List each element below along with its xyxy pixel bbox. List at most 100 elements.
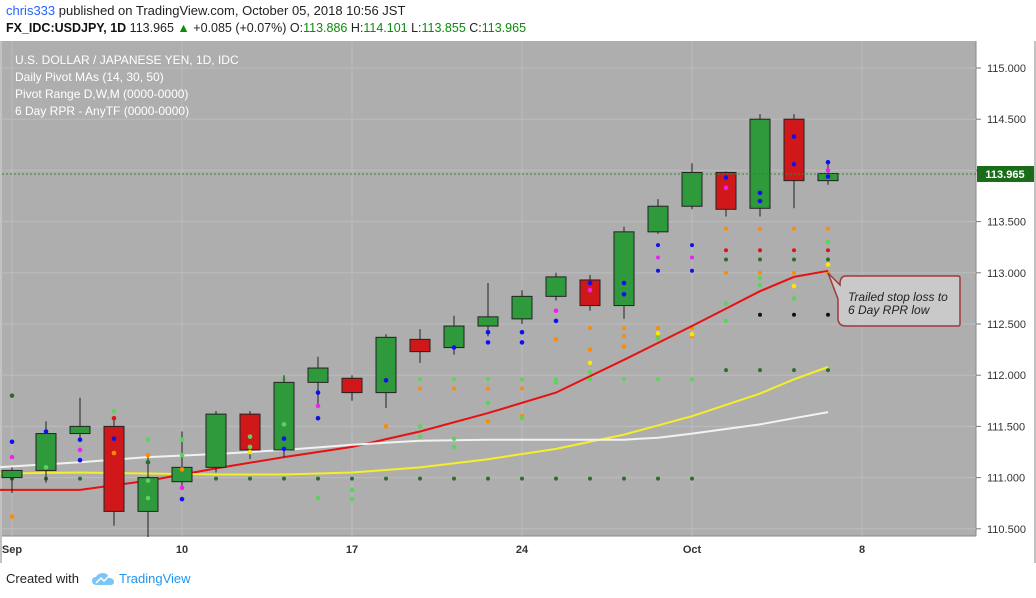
author-link[interactable]: chris333 [6,3,56,18]
indicator-dot [587,347,593,352]
up-candle [375,334,397,408]
indicator-dot [111,436,117,441]
indicator-dot [587,287,593,293]
indicator-dot [417,434,423,439]
pivot-dot [656,268,660,273]
pivot-dot [486,476,490,481]
pivot-dot [826,312,830,317]
symbol-ohlc-line: FX_IDC:USDJPY, 1D 113.965 ▲ +0.085 (+0.0… [6,21,526,35]
y-tick-label: 111.500 [987,421,1025,433]
candle-body [137,477,159,512]
indicator-dot [451,444,457,450]
close-value: 113.965 [481,21,527,35]
candle-body [647,205,669,233]
up-candle [307,356,329,406]
pivot-dot [452,476,456,481]
publish-info: chris333 published on TradingView.com, O… [6,3,405,18]
pivot-dot [78,476,82,481]
indicator-dot [281,436,287,441]
pivot-dot [690,476,694,481]
indicator-dot [791,134,797,139]
indicator-dot [519,329,525,335]
y-tick-label: 112.000 [987,370,1026,382]
indicator-dot [111,415,117,421]
pivot-dot [826,257,830,262]
pivot-dot [758,270,762,275]
candle-body [749,118,771,209]
price-axis[interactable] [976,41,1034,536]
open-label: O: [289,21,304,35]
indicator-dot [587,369,593,375]
candle-body [205,413,227,468]
legend-pivot-range: Pivot Range D,W,M (0000-0000) [15,87,188,101]
pivot-dot [350,476,354,481]
pivot-dot [826,248,830,253]
pivot-dot [690,377,694,382]
pivot-dot [520,386,524,391]
indicator-dot [485,340,491,345]
up-candle [205,411,227,473]
candle-body [375,336,397,394]
indicator-dot [553,308,559,313]
time-axis[interactable] [2,536,1034,563]
up-candle [647,199,669,234]
pivot-dot [724,226,728,231]
pivot-dot [588,377,592,382]
pivot-dot [792,226,796,231]
candle-body [783,118,805,182]
pivot-dot [282,476,286,481]
indicator-dot [315,495,321,501]
indicator-dot [77,437,83,443]
annotation-line-2: 6 Day RPR low [848,303,931,317]
y-tick-label: 110.500 [987,524,1026,536]
ma-line [0,269,829,491]
pivot-dot [792,257,796,262]
indicator-dot [553,318,559,324]
candle-body [307,367,329,383]
indicator-dot [247,444,253,450]
indicator-dot [9,393,15,398]
pivot-dot [758,257,762,262]
indicator-dot [349,496,355,502]
indicator-dot [77,457,83,463]
pivot-dot [656,255,660,260]
up-candle [613,226,635,319]
candle-body [409,338,431,353]
pivot-dot [452,386,456,391]
candle-body [477,316,499,327]
indicator-dot [43,429,49,434]
tradingview-logo-icon[interactable] [91,572,115,586]
tradingview-brand-link[interactable]: TradingView [118,571,191,586]
ma-line [0,366,829,476]
indicator-dot [383,378,389,383]
indicator-dot [247,449,253,455]
indicator-dot [179,496,185,502]
candle-body [1,469,23,479]
indicator-dot [587,360,593,366]
indicator-dots [9,134,831,519]
annotation-callout[interactable]: Trailed stop loss to 6 Day RPR low [827,272,961,327]
indicator-dot [383,424,389,429]
indicator-dot [145,459,151,465]
indicator-dot [825,168,831,173]
pivot-dot [758,226,762,231]
indicator-dot [77,447,83,453]
up-candle [69,397,91,442]
candle-body [443,325,465,349]
indicator-dot [281,422,287,427]
indicator-dot [791,296,797,301]
legend: U.S. DOLLAR / JAPANESE YEN, 1D, IDC Dail… [15,53,239,118]
indicator-dot [723,175,729,180]
pivot-dot [792,312,796,317]
indicator-dot [145,478,151,483]
price-chart[interactable]: 115.000114.500114.000113.500113.000112.5… [0,41,1036,563]
indicator-dot [417,424,423,429]
plot-area[interactable] [2,41,976,536]
candle-body [35,433,57,471]
indicator-dot [9,454,15,460]
x-tick-label: 24 [516,544,529,556]
pivot-dot [418,386,422,391]
indicator-dot [451,345,457,350]
indicator-dot [145,452,151,458]
x-tick-label: 10 [176,544,188,556]
